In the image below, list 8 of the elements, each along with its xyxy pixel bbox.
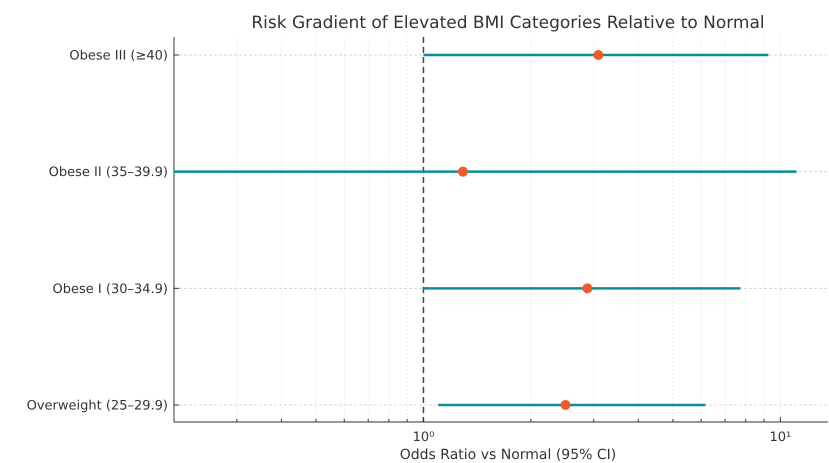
y-tick-label: Obese I (30–34.9) bbox=[52, 282, 168, 297]
y-tick-label: Overweight (25–29.9) bbox=[26, 398, 168, 414]
chart-title: Risk Gradient of Elevated BMI Categories Relative to Normal bbox=[251, 13, 765, 33]
y-tick-label: Obese III (≥40) bbox=[69, 48, 168, 64]
x-tick-label: 10⁰ bbox=[412, 430, 434, 445]
y-tick-label: Obese II (35–39.9) bbox=[48, 165, 168, 180]
x-tick-label: 10¹ bbox=[769, 430, 792, 445]
x-axis-title: Odds Ratio vs Normal (95% CI) bbox=[400, 447, 616, 463]
